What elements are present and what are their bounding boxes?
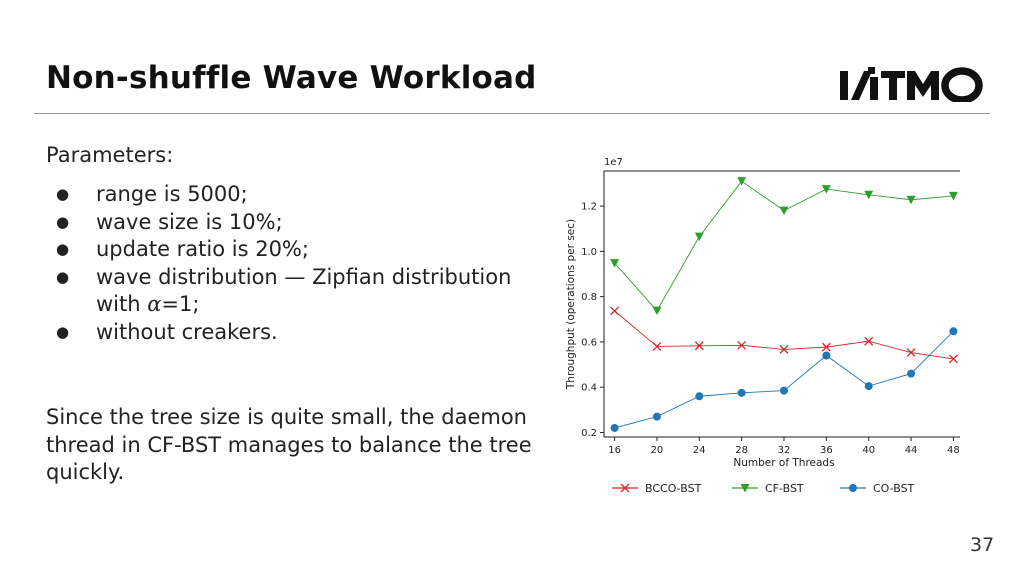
alpha-symbol: α (147, 292, 162, 316)
series-cf-bst (610, 177, 958, 316)
circle-marker (780, 386, 788, 395)
y-tick-label: 0.4 (581, 383, 597, 394)
x-marker-stroke (864, 336, 874, 346)
x-tick-label: 40 (862, 445, 875, 456)
circle-marker (610, 423, 619, 432)
series-line (614, 310, 954, 360)
parameters-list: ● range is 5000; ● wave size is 10%; ● upda… (46, 181, 516, 346)
x-marker (652, 341, 662, 351)
x-marker-stroke (652, 341, 662, 351)
legend-label: CF-BST (765, 482, 804, 495)
x-marker-stroke (620, 483, 630, 493)
legend-item: BCCO-BST (612, 482, 702, 495)
x-tick-label: 36 (820, 445, 833, 456)
x-tick-label: 48 (947, 445, 960, 456)
triangle-marker (948, 191, 958, 201)
bullet-icon: ● (56, 322, 70, 341)
x-marker-stroke (821, 342, 831, 352)
throughput-chart: 16 20 24 28 32 36 40 44 48 0.2 0.4 0.6 0.8 1.0 1.2 1e7 N… (565, 157, 960, 495)
x-marker (779, 344, 789, 354)
circle-marker (822, 351, 831, 360)
series-line (614, 180, 954, 312)
circle-marker (652, 412, 661, 421)
triangle-marker (694, 232, 704, 242)
x-marker (694, 341, 704, 351)
parameter-item: ● update ratio is 20%; (46, 236, 516, 264)
parameter-item: ● range is 5000; (46, 181, 516, 209)
legend-label: BCCO-BST (645, 482, 702, 495)
parameters-heading: Parameters: (46, 143, 174, 167)
x-axis-label: Number of Threads (733, 457, 834, 469)
itmo-logo (840, 67, 983, 102)
circle-marker (695, 392, 704, 401)
series-line (614, 330, 954, 429)
circle-marker (849, 484, 857, 492)
y-tick-label: 1.0 (581, 247, 597, 258)
triangle-marker (779, 206, 789, 216)
triangle-marker (652, 306, 662, 316)
legend-label: CO-BST (873, 482, 915, 495)
x-marker (906, 348, 916, 358)
slide-title: Non-shuffle Wave Workload (46, 60, 537, 96)
x-tick-label: 28 (735, 445, 748, 456)
bullet-icon: ● (56, 212, 70, 231)
x-tick-label: 44 (905, 445, 918, 456)
x-marker (864, 336, 874, 346)
y-tick-label: 1.2 (581, 202, 597, 213)
y-tick-label: 0.2 (581, 428, 597, 439)
x-marker-stroke (948, 354, 958, 364)
y-axis-label: Throughput (operations per sec) (565, 219, 577, 390)
parameter-item: ● without creakers. (46, 319, 516, 347)
x-marker (610, 306, 620, 316)
triangle-marker (740, 484, 750, 493)
circle-marker (907, 369, 916, 378)
parameter-item: ● wave distribution — Zipfian distributio… (56, 264, 512, 317)
title-divider (34, 113, 990, 114)
x-tick-label: 24 (693, 445, 706, 456)
triangle-marker (906, 195, 916, 205)
series-co-bst (610, 327, 958, 432)
x-marker (821, 342, 831, 352)
bullet-icon: ● (56, 185, 70, 203)
triangle-marker (864, 190, 874, 200)
x-tick-label: 32 (778, 445, 791, 456)
x-marker-stroke (737, 340, 747, 350)
x-tick-label: 16 (608, 445, 621, 456)
y-tick-label: 0.8 (581, 292, 597, 303)
bullet-icon: ● (56, 267, 70, 286)
bullet-icon: ● (56, 240, 70, 258)
triangle-marker (737, 177, 747, 186)
circle-marker (864, 382, 873, 391)
x-marker (948, 354, 958, 364)
circle-marker (949, 327, 958, 336)
x-marker (737, 340, 747, 350)
legend-item: CF-BST (732, 482, 804, 495)
x-marker-stroke (694, 341, 704, 351)
y-multiplier-label: 1e7 (604, 157, 623, 168)
x-marker-stroke (779, 344, 789, 354)
y-tick-label: 0.6 (581, 337, 597, 348)
page-number: 37 (970, 534, 995, 556)
circle-marker (737, 388, 746, 397)
legend-item: CO-BST (840, 482, 915, 495)
parameter-item: ● wave size is 10%; (46, 209, 516, 237)
series-bcco-bst (610, 306, 958, 364)
x-marker (620, 483, 630, 493)
x-marker-stroke (906, 348, 916, 358)
x-marker-stroke (610, 306, 620, 316)
triangle-marker (821, 185, 831, 194)
summary-text: Since the tree size is quite small, the … (46, 405, 532, 484)
x-tick-label: 20 (651, 445, 664, 456)
triangle-marker (610, 259, 620, 268)
